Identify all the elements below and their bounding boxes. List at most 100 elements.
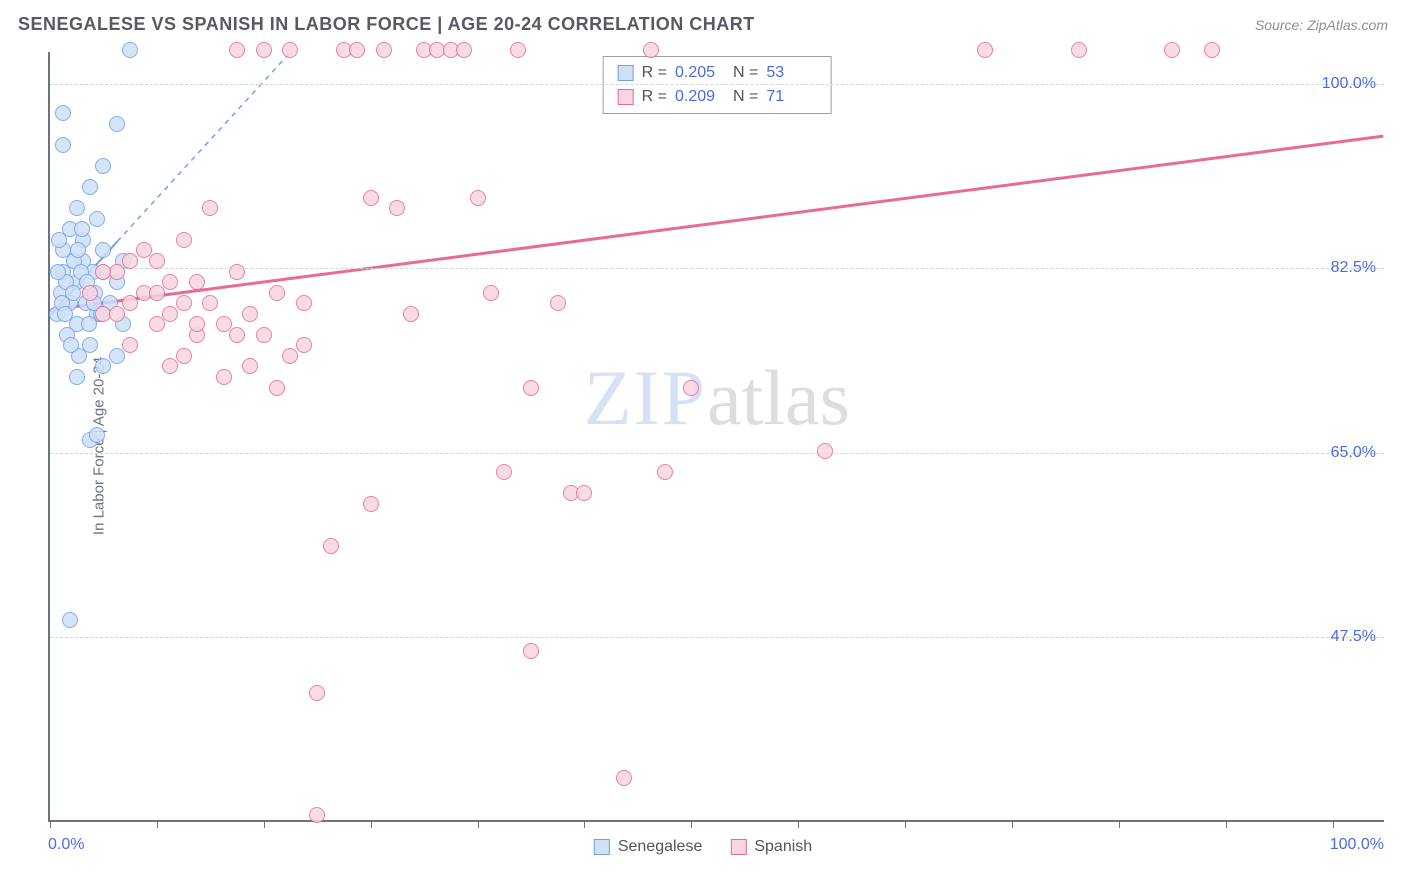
data-point: [82, 179, 98, 195]
data-point: [523, 380, 539, 396]
plot-area: ZIPatlas R =0.205N =53R =0.209N =71 47.5…: [48, 52, 1384, 822]
legend-r-value: 0.209: [675, 85, 725, 109]
data-point: [269, 380, 285, 396]
data-point: [176, 348, 192, 364]
gridline: [50, 637, 1384, 638]
legend-swatch: [594, 839, 610, 855]
data-point: [576, 485, 592, 501]
source-text: Source: ZipAtlas.com: [1255, 17, 1388, 33]
data-point: [483, 285, 499, 301]
x-tick: [371, 820, 372, 828]
legend-n-label: N =: [733, 85, 758, 109]
data-point: [109, 348, 125, 364]
legend-r-value: 0.205: [675, 61, 725, 85]
data-point: [229, 264, 245, 280]
data-point: [149, 285, 165, 301]
data-point: [57, 306, 73, 322]
data-point: [683, 380, 699, 396]
data-point: [162, 358, 178, 374]
data-point: [89, 211, 105, 227]
legend-n-label: N =: [733, 61, 758, 85]
data-point: [282, 348, 298, 364]
gridline: [50, 268, 1384, 269]
legend-r-label: R =: [642, 61, 667, 85]
data-point: [51, 232, 67, 248]
x-tick: [1119, 820, 1120, 828]
data-point: [496, 464, 512, 480]
legend-item: Spanish: [730, 838, 812, 856]
data-point: [977, 42, 993, 58]
data-point: [229, 327, 245, 343]
data-point: [1164, 42, 1180, 58]
data-point: [282, 42, 298, 58]
data-point: [162, 274, 178, 290]
legend-swatch: [618, 65, 634, 81]
data-point: [162, 306, 178, 322]
legend-label: Spanish: [754, 838, 812, 856]
data-point: [242, 358, 258, 374]
data-point: [376, 42, 392, 58]
legend-row: R =0.209N =71: [618, 85, 817, 109]
data-point: [89, 427, 105, 443]
data-point: [122, 253, 138, 269]
data-point: [50, 264, 66, 280]
data-point: [323, 538, 339, 554]
legend-n-value: 53: [766, 61, 816, 85]
x-tick: [1333, 820, 1334, 828]
x-tick: [691, 820, 692, 828]
x-tick: [1226, 820, 1227, 828]
data-point: [309, 685, 325, 701]
data-point: [510, 42, 526, 58]
data-point: [189, 316, 205, 332]
data-point: [349, 42, 365, 58]
data-point: [74, 221, 90, 237]
watermark: ZIPatlas: [584, 353, 850, 443]
data-point: [62, 612, 78, 628]
data-point: [122, 295, 138, 311]
data-point: [202, 295, 218, 311]
legend-label: Senegalese: [618, 838, 703, 856]
data-point: [109, 116, 125, 132]
y-tick-label: 65.0%: [1331, 444, 1376, 462]
x-tick: [264, 820, 265, 828]
data-point: [176, 295, 192, 311]
watermark-part1: ZIP: [584, 354, 707, 441]
data-point: [616, 770, 632, 786]
data-point: [456, 42, 472, 58]
x-tick: [584, 820, 585, 828]
data-point: [643, 42, 659, 58]
series-legend: Senegalese Spanish: [594, 838, 812, 856]
x-axis-min-label: 0.0%: [48, 836, 84, 854]
x-tick: [50, 820, 51, 828]
legend-row: R = 0.205 N = 53: [618, 61, 817, 85]
data-point: [82, 285, 98, 301]
x-tick: [798, 820, 799, 828]
data-point: [470, 190, 486, 206]
data-point: [81, 316, 97, 332]
watermark-part2: atlas: [707, 354, 850, 441]
data-point: [550, 295, 566, 311]
data-point: [657, 464, 673, 480]
data-point: [363, 496, 379, 512]
data-point: [256, 42, 272, 58]
data-point: [309, 807, 325, 823]
data-point: [55, 137, 71, 153]
data-point: [70, 242, 86, 258]
y-tick-label: 100.0%: [1322, 75, 1376, 93]
y-tick-label: 82.5%: [1331, 259, 1376, 277]
data-point: [296, 337, 312, 353]
data-point: [523, 643, 539, 659]
data-point: [216, 369, 232, 385]
data-point: [63, 337, 79, 353]
data-point: [95, 158, 111, 174]
data-point: [122, 42, 138, 58]
x-axis-max-label: 100.0%: [1330, 836, 1384, 854]
data-point: [122, 337, 138, 353]
data-point: [55, 105, 71, 121]
data-point: [242, 306, 258, 322]
data-point: [95, 358, 111, 374]
data-point: [256, 327, 272, 343]
data-point: [65, 285, 81, 301]
data-point: [269, 285, 285, 301]
data-point: [1204, 42, 1220, 58]
